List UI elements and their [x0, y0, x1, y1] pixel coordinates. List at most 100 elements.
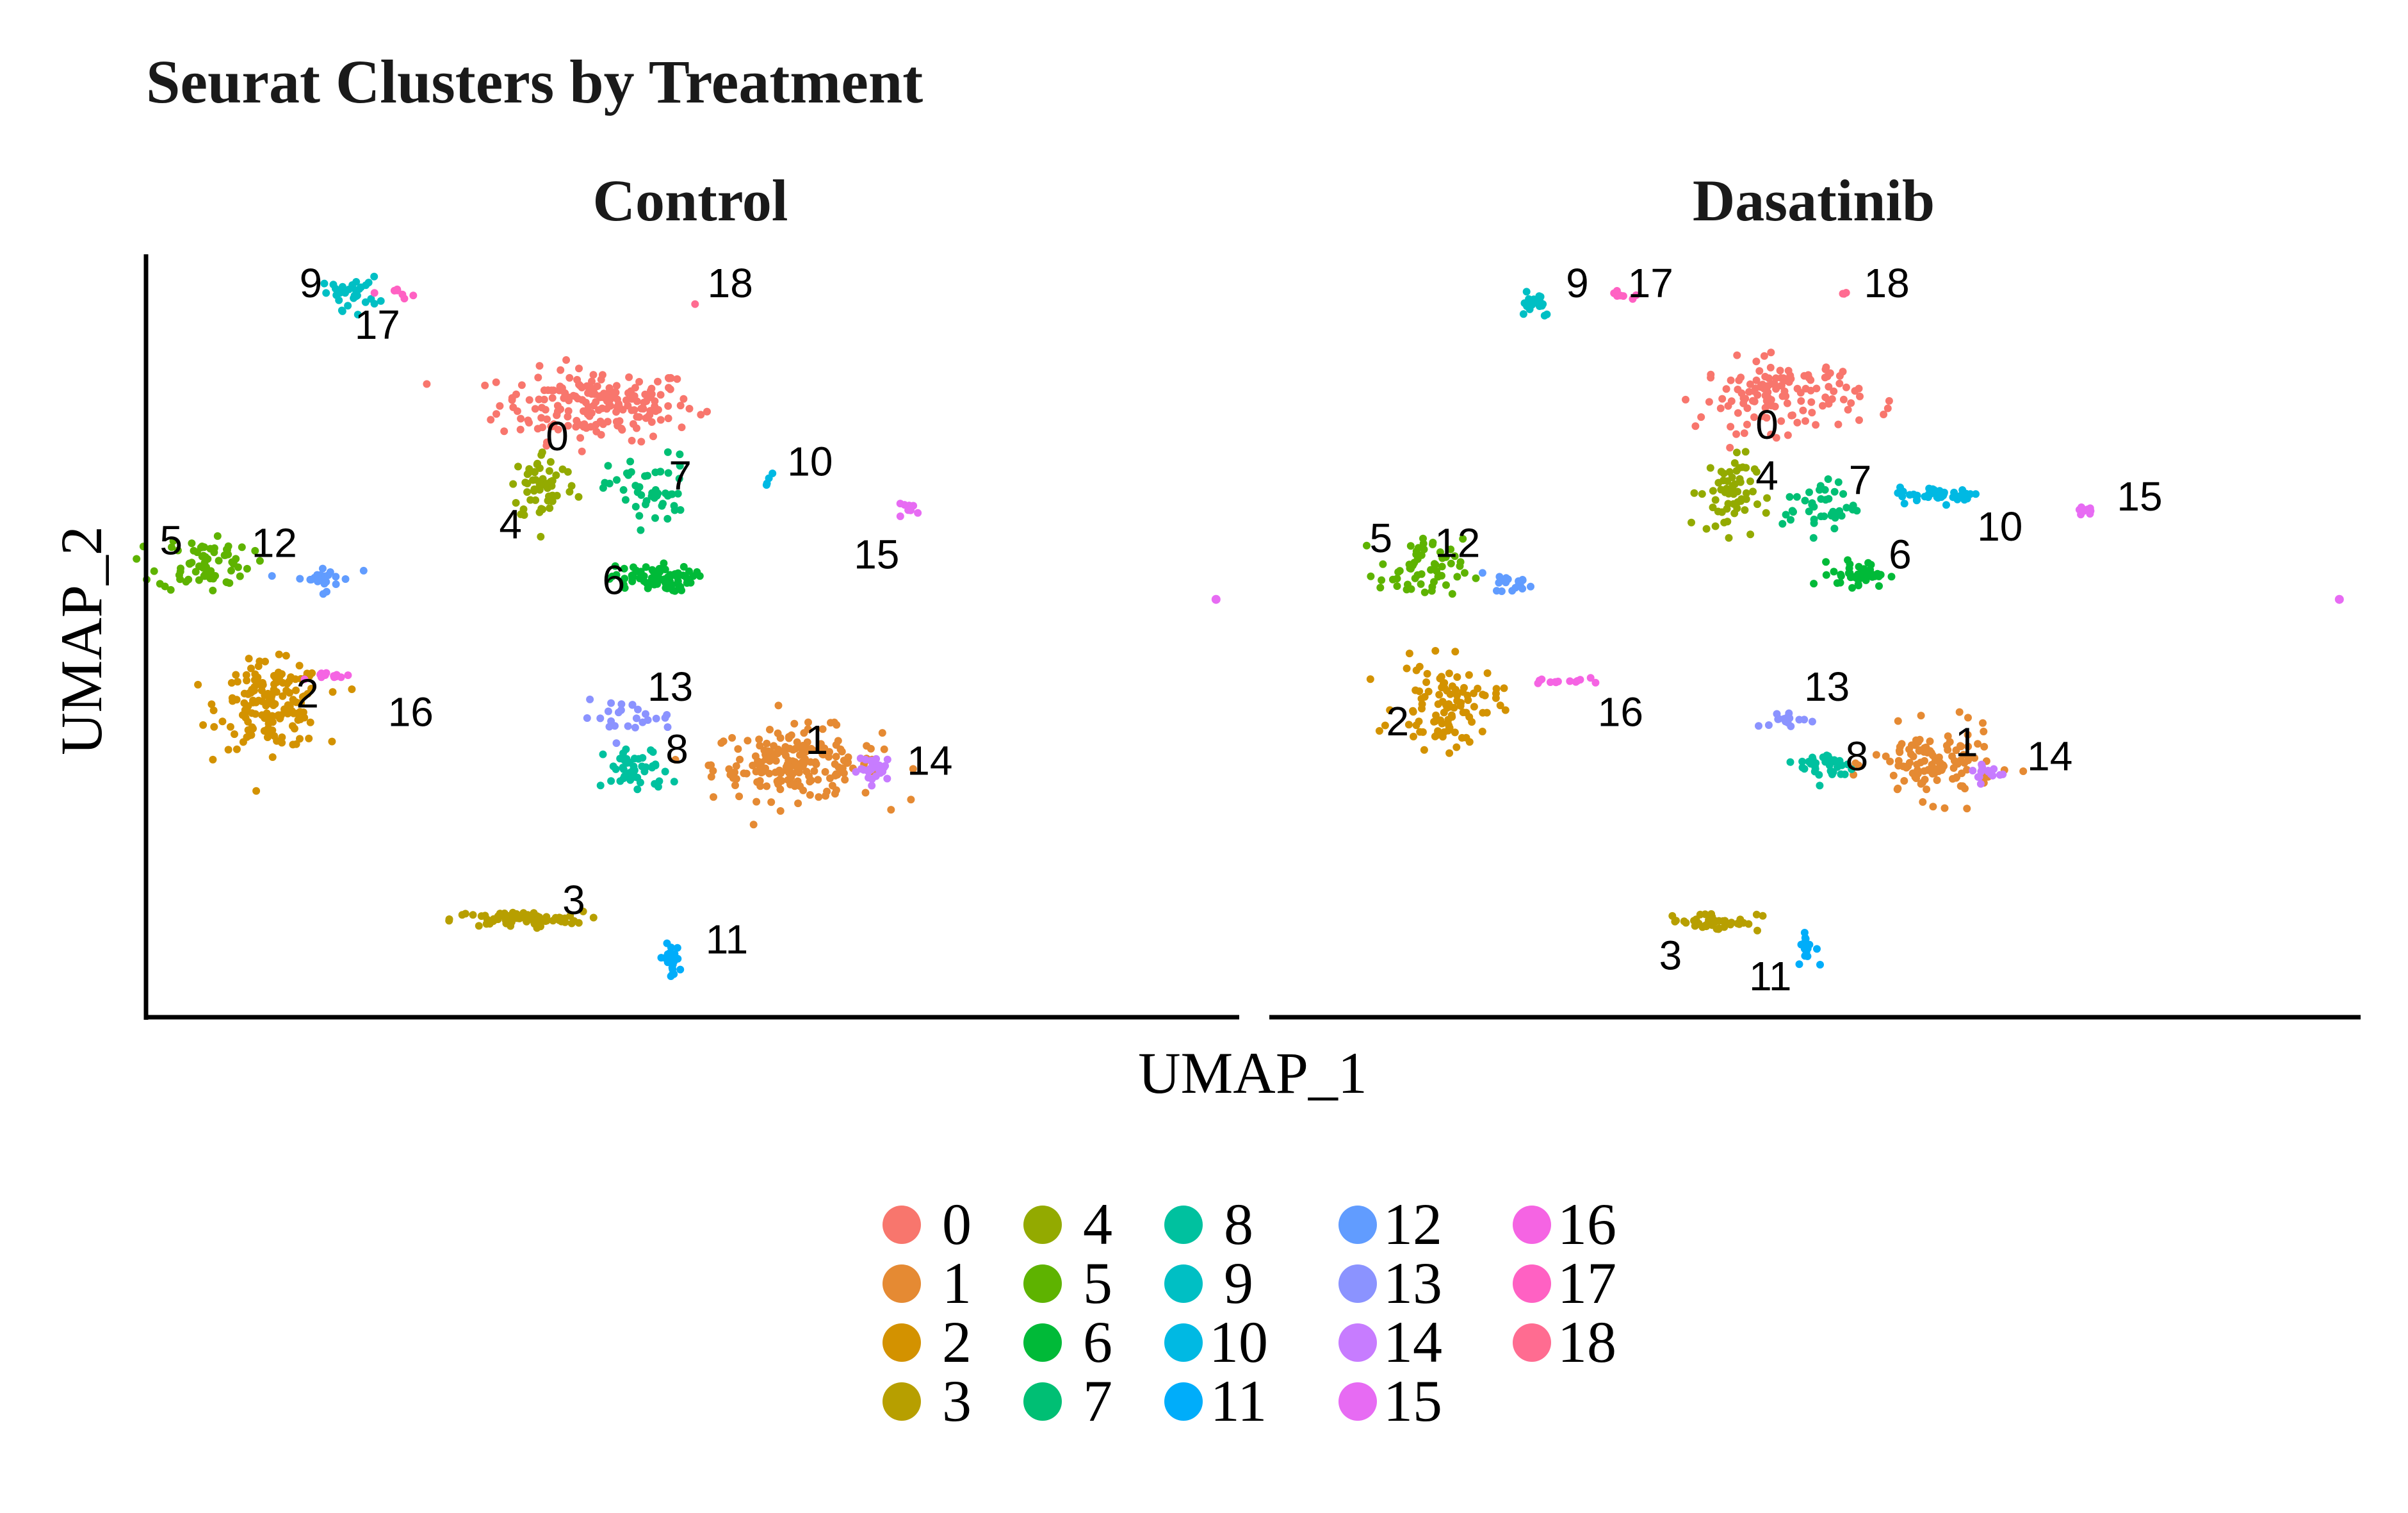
cell-point-cluster-0: [1746, 380, 1754, 388]
cell-point-cluster-9: [370, 272, 378, 281]
cell-point-cluster-1: [1894, 762, 1903, 770]
legend-item-18: 18: [1513, 1309, 1616, 1375]
legend-key-4: [1023, 1206, 1062, 1244]
cell-point-cluster-1: [1894, 717, 1902, 725]
cell-point-cluster-5: [209, 586, 217, 594]
cell-point-cluster-0: [1718, 395, 1727, 403]
cluster-label-10: 10: [787, 439, 833, 485]
cell-point-cluster-14: [861, 755, 870, 764]
cell-point-cluster-5: [174, 546, 182, 555]
cell-point-cluster-13: [617, 700, 626, 708]
cell-point-cluster-4: [1737, 495, 1746, 503]
cell-point-cluster-13: [607, 717, 615, 725]
cell-point-cluster-2: [1416, 728, 1424, 736]
cell-point-cluster-4: [537, 505, 546, 513]
cell-point-cluster-0: [583, 382, 591, 390]
cell-point-cluster-10: [1966, 490, 1974, 498]
cluster-label-18: 18: [708, 260, 753, 306]
cell-point-cluster-1: [1964, 714, 1972, 722]
cell-point-cluster-0: [596, 417, 605, 425]
cell-point-cluster-9: [344, 302, 352, 310]
cell-point-cluster-5: [213, 532, 222, 540]
legend-label-1: 1: [942, 1250, 972, 1316]
cell-point-cluster-8: [621, 773, 629, 780]
cell-point-cluster-8: [1816, 781, 1824, 790]
cell-point-cluster-1: [1936, 758, 1944, 767]
cell-point-cluster-1: [1958, 782, 1967, 790]
cell-point-cluster-1: [765, 769, 774, 778]
cell-point-cluster-0: [1808, 409, 1816, 417]
cell-point-cluster-1: [726, 771, 735, 779]
cell-point-cluster-13: [1786, 714, 1794, 723]
cell-point-cluster-0: [1724, 402, 1732, 410]
cell-point-cluster-9: [345, 285, 353, 293]
cell-point-cluster-14: [868, 781, 876, 790]
cell-point-cluster-5: [227, 566, 235, 575]
cell-point-cluster-5: [1459, 535, 1467, 543]
cell-point-cluster-1: [763, 739, 771, 748]
cell-point-cluster-1: [1909, 752, 1917, 760]
cell-point-cluster-6: [652, 573, 660, 581]
cell-point-cluster-2: [1483, 669, 1492, 677]
cell-point-cluster-1: [861, 789, 870, 797]
cell-point-cluster-10: [1942, 501, 1950, 509]
legend-item-3: 3: [883, 1368, 972, 1434]
cell-point-cluster-14: [1976, 780, 1985, 788]
cluster-label-8: 8: [1846, 733, 1869, 779]
cell-point-cluster-5: [1417, 580, 1425, 588]
cell-point-cluster-0: [553, 402, 562, 410]
cell-point-cluster-1: [1933, 765, 1942, 773]
cell-point-cluster-4: [1690, 489, 1698, 497]
cell-point-cluster-5: [1376, 584, 1385, 592]
legend-item-0: 0: [883, 1191, 972, 1257]
cell-point-cluster-8: [1830, 756, 1839, 764]
cell-point-cluster-0: [1697, 413, 1705, 421]
cell-point-cluster-0: [554, 425, 562, 434]
cell-point-cluster-0: [664, 414, 672, 423]
cell-point-cluster-9: [361, 298, 370, 306]
cell-point-cluster-2: [1403, 664, 1411, 673]
cell-point-cluster-2: [305, 734, 313, 742]
cell-point-cluster-13: [624, 722, 632, 730]
cell-point-cluster-12: [314, 577, 321, 585]
cell-point-cluster-1: [1914, 766, 1922, 774]
cell-point-cluster-5: [1453, 573, 1461, 581]
cell-point-cluster-0: [1802, 417, 1809, 425]
cell-point-cluster-4: [1749, 487, 1757, 496]
cell-point-cluster-1: [777, 769, 785, 778]
cell-point-cluster-2: [1386, 706, 1394, 714]
cell-point-cluster-8: [628, 767, 636, 776]
legend-item-9: 9: [1164, 1250, 1253, 1316]
cell-point-cluster-10: [1960, 496, 1969, 504]
cell-point-cluster-0: [531, 405, 539, 413]
cell-point-cluster-9: [362, 281, 370, 290]
cell-point-cluster-1: [1905, 758, 1914, 767]
legend-item-14: 14: [1338, 1309, 1442, 1375]
cell-point-cluster-17: [409, 291, 418, 300]
cell-point-cluster-0: [548, 422, 557, 430]
cell-point-cluster-1: [734, 745, 742, 753]
cell-point-cluster-0: [646, 407, 655, 415]
cell-point-cluster-2: [231, 730, 238, 739]
cell-point-cluster-2: [278, 739, 286, 747]
cell-point-cluster-0: [1807, 398, 1816, 406]
cell-point-cluster-8: [1826, 767, 1835, 775]
cell-point-cluster-6: [1810, 580, 1818, 588]
cell-point-cluster-5: [156, 580, 164, 588]
cell-point-cluster-5: [210, 548, 218, 557]
cell-point-cluster-1: [1958, 769, 1966, 778]
cell-point-cluster-1: [831, 790, 839, 798]
cell-point-cluster-5: [1442, 553, 1450, 561]
cell-point-cluster-4: [1709, 503, 1717, 512]
cell-point-cluster-0: [1768, 380, 1777, 388]
cell-point-cluster-6: [679, 562, 688, 571]
cell-point-cluster-16: [1566, 677, 1574, 685]
cell-point-cluster-0: [1785, 378, 1793, 386]
cell-point-cluster-0: [599, 389, 608, 398]
cell-point-cluster-4: [532, 496, 540, 504]
cell-point-cluster-2: [1437, 673, 1445, 681]
cell-point-cluster-1: [1971, 754, 1979, 762]
cell-point-cluster-2: [1483, 708, 1491, 717]
cell-point-cluster-15: [896, 512, 904, 520]
